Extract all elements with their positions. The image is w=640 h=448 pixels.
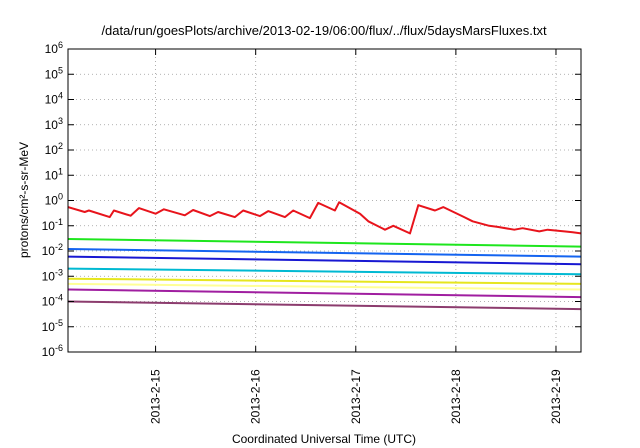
y-tick-label: 105	[45, 65, 63, 81]
series-layer	[68, 201, 581, 311]
y-tick-exp: -6	[55, 343, 63, 353]
y-tick-exp: -4	[55, 293, 63, 303]
y-tick-base: 10	[45, 168, 59, 182]
y-tick-label: 10-6	[42, 343, 63, 359]
y-tick-base: 10	[42, 345, 56, 359]
series-line	[68, 255, 581, 266]
y-tick-exp: 3	[58, 116, 63, 126]
y-tick-base: 10	[42, 244, 56, 258]
y-tick-label: 10-1	[42, 217, 63, 233]
y-tick-label: 103	[45, 116, 63, 132]
y-tick-exp: -1	[55, 217, 63, 227]
y-tick-base: 10	[45, 118, 59, 132]
y-axis-ticks: 10-610-510-410-310-210-11001011021031041…	[42, 40, 581, 359]
series-line	[68, 248, 581, 258]
x-axis-label: Coordinated Universal Time (UTC)	[232, 432, 416, 446]
y-tick-base: 10	[42, 295, 56, 309]
y-tick-base: 10	[42, 269, 56, 283]
y-tick-exp: 4	[58, 91, 63, 101]
y-tick-exp: 2	[58, 141, 63, 151]
y-tick-label: 106	[45, 40, 63, 56]
series-line	[68, 277, 581, 285]
y-tick-base: 10	[45, 194, 59, 208]
y-tick-exp: -3	[55, 267, 63, 277]
y-tick-exp: -5	[55, 318, 63, 328]
y-tick-label: 10-4	[42, 293, 63, 309]
y-tick-exp: 1	[58, 166, 63, 176]
y-tick-label: 102	[45, 141, 63, 157]
x-tick-label: 2013-2-17	[349, 369, 363, 424]
series-line	[68, 288, 581, 299]
y-tick-label: 10-3	[42, 267, 63, 283]
x-axis-ticks: 2013-2-15 2013-2-16 2013-2-17 2013-2-18 2013…	[149, 49, 563, 424]
y-tick-label: 101	[45, 166, 63, 182]
grid	[68, 49, 581, 352]
x-tick-label: 2013-2-16	[249, 369, 263, 424]
y-tick-exp: 0	[58, 192, 63, 202]
y-tick-exp: 5	[58, 65, 63, 75]
y-tick-exp: 6	[58, 40, 63, 50]
y-tick-label: 10-2	[42, 242, 63, 258]
series-line	[68, 300, 581, 311]
chart-title: /data/run/goesPlots/archive/2013-02-19/0…	[101, 23, 547, 38]
y-tick-base: 10	[45, 67, 59, 81]
y-tick-label: 104	[45, 91, 63, 107]
series-line	[68, 201, 581, 235]
y-axis-label: protons/cm²-s-sr-MeV	[17, 142, 31, 258]
series-line	[68, 267, 581, 276]
series-line	[68, 238, 581, 248]
series-line	[68, 282, 581, 291]
y-tick-base: 10	[42, 320, 56, 334]
y-tick-base: 10	[45, 143, 59, 157]
y-tick-label: 100	[45, 192, 63, 208]
x-tick-label: 2013-2-19	[549, 369, 563, 424]
x-tick-label: 2013-2-18	[449, 369, 463, 424]
y-tick-base: 10	[42, 219, 56, 233]
y-tick-base: 10	[45, 93, 59, 107]
y-tick-base: 10	[45, 42, 59, 56]
y-tick-exp: -2	[55, 242, 63, 252]
x-tick-label: 2013-2-15	[149, 369, 163, 424]
y-tick-label: 10-5	[42, 318, 63, 334]
